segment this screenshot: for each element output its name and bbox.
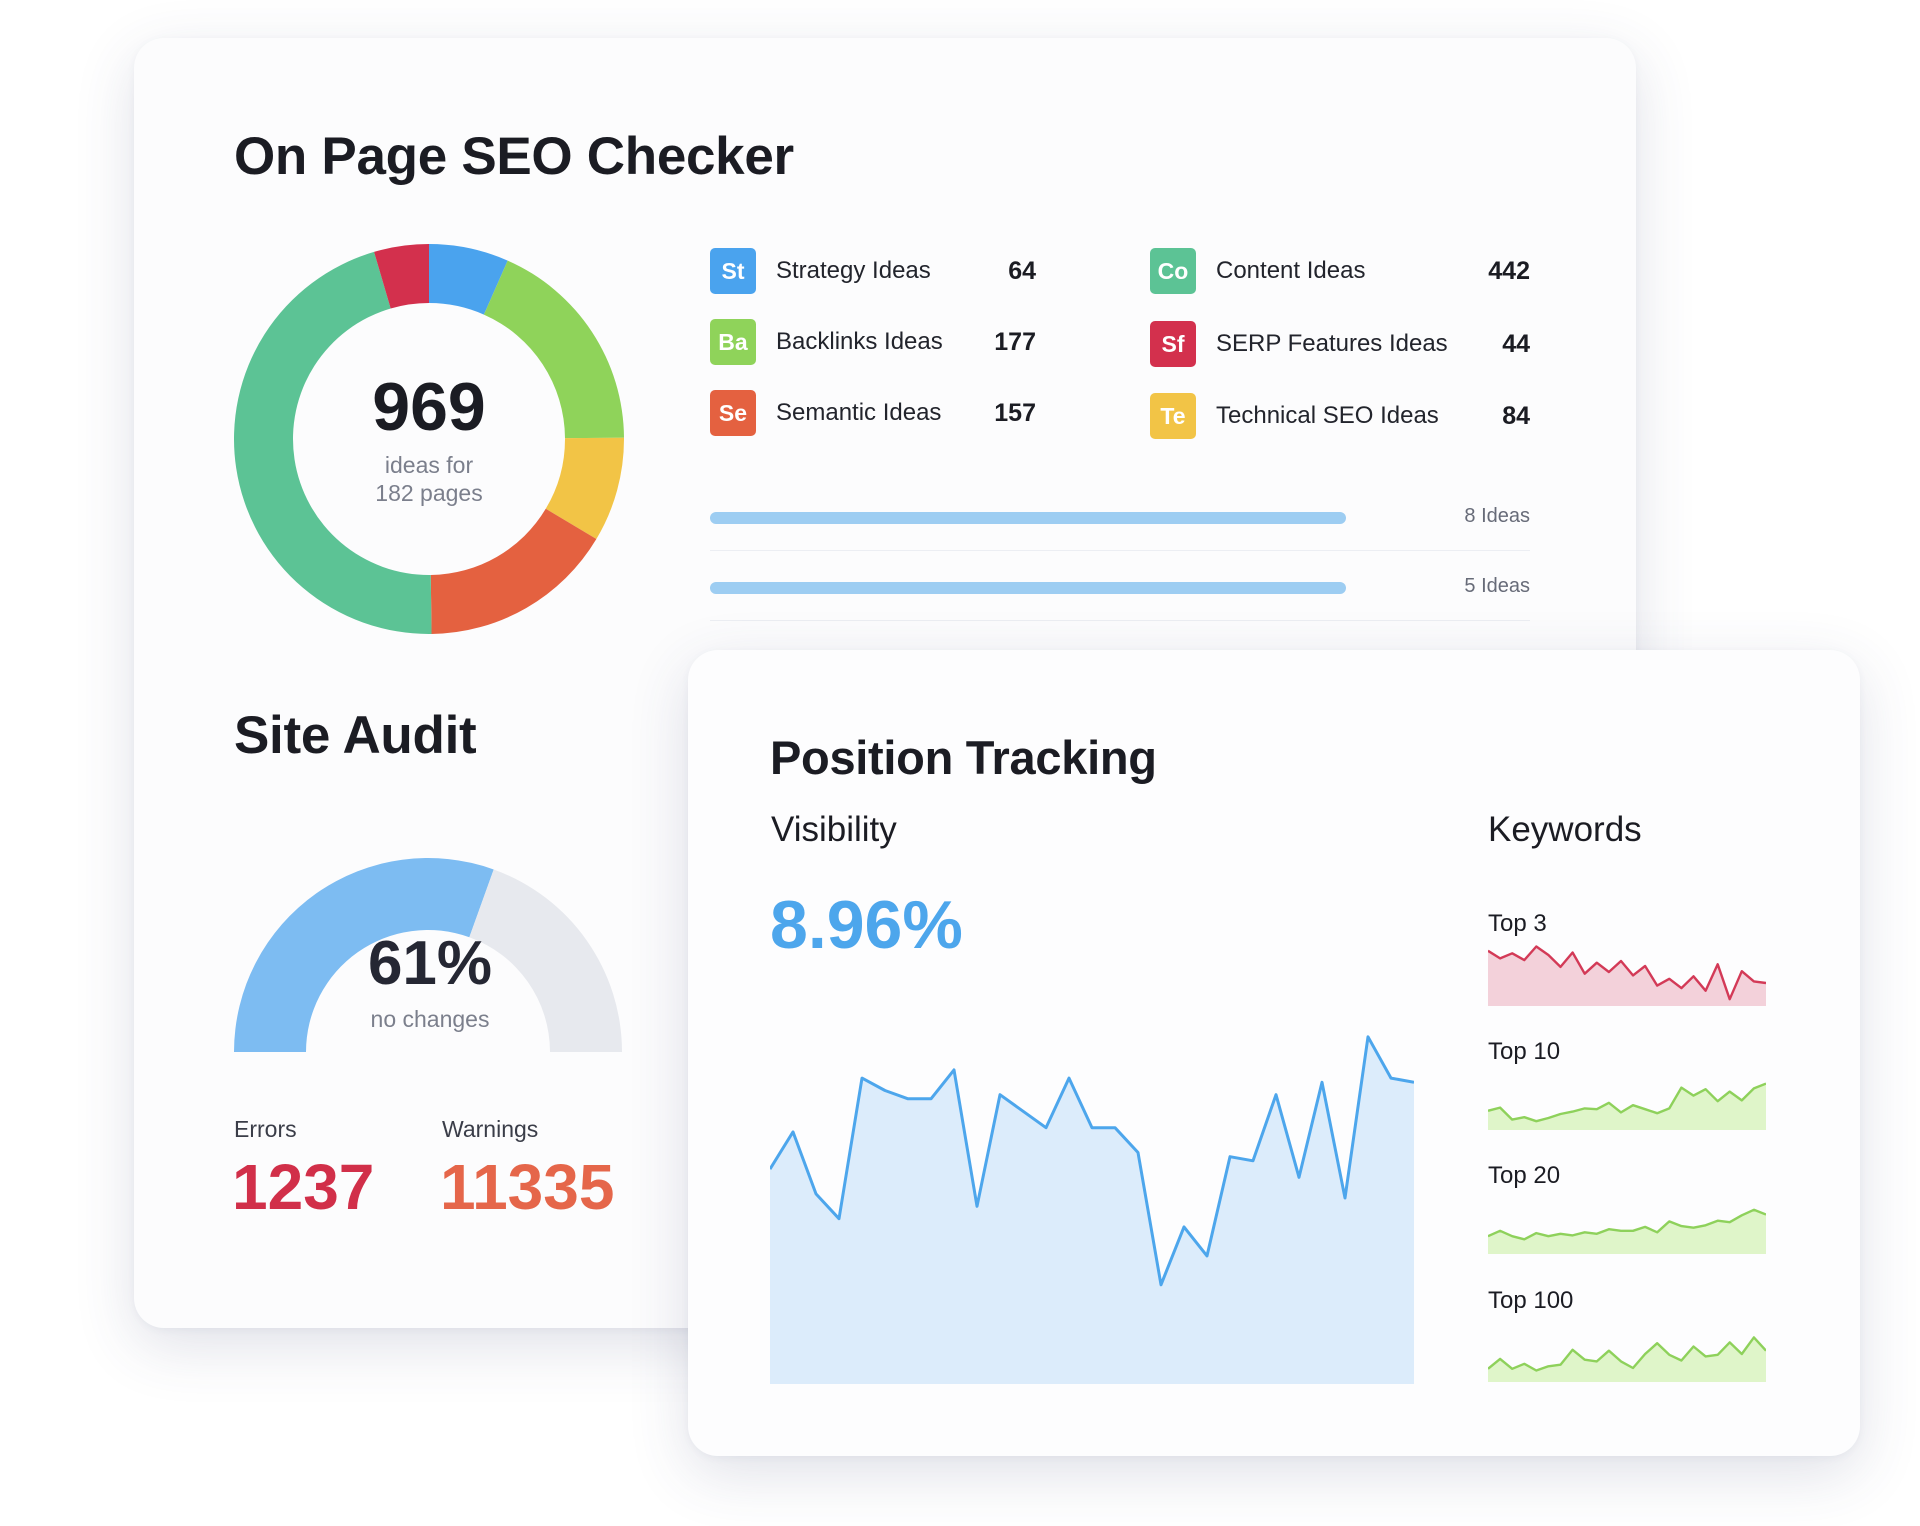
ideas-donut-chart [234, 244, 624, 634]
gauge-filled-arc [234, 857, 494, 1052]
donut-caption: ideas for 182 pages [329, 451, 529, 507]
donut-slice-backlinks-ideas[interactable] [483, 260, 624, 439]
donut-slice-content-ideas[interactable] [234, 251, 432, 634]
errors-value[interactable]: 1237 [232, 1151, 375, 1223]
visibility-value: 8.96% [770, 887, 963, 963]
ideas-bar [710, 582, 1346, 594]
ideas-bar [710, 512, 1346, 524]
sparkline-line [1488, 1208, 1766, 1241]
donut-slice-strategy-ideas[interactable] [429, 244, 508, 315]
warnings-label: Warnings [442, 1116, 539, 1142]
errors-label: Errors [234, 1116, 297, 1142]
sparkline-line [1488, 1336, 1766, 1372]
legend-label: Semantic Ideas [776, 399, 942, 426]
keyword-group-label: Top 10 [1488, 1038, 1561, 1065]
site-audit-percent: 61% [367, 929, 493, 998]
keyword-group-label: Top 20 [1488, 1162, 1561, 1189]
ideas-bar-label: 8 Ideas [1464, 505, 1530, 527]
sparkline-line [1488, 1082, 1766, 1123]
donut-slice-serp-features-ideas[interactable] [374, 244, 429, 309]
keywords-label: Keywords [1488, 810, 1642, 849]
top-10-sparkline [1488, 1082, 1766, 1130]
sparkline-area [1488, 946, 1766, 1006]
sparkline-line [1488, 945, 1766, 1001]
legend-value: 442 [1488, 257, 1530, 285]
legend-value: 157 [994, 399, 1036, 427]
site-audit-title: Site Audit [234, 706, 477, 765]
content-badge-icon: Co [1150, 248, 1196, 294]
top-3-sparkline [1488, 945, 1766, 1006]
legend-value: 84 [1502, 402, 1530, 430]
strategy-badge-icon: St [710, 248, 756, 294]
seo-checker-title: On Page SEO Checker [234, 127, 794, 186]
legend-value: 44 [1502, 330, 1530, 358]
donut-total-value: 969 [372, 369, 486, 445]
sparkline-area [1488, 1337, 1766, 1382]
visibility-line [770, 1035, 1414, 1287]
keyword-group-label: Top 3 [1488, 910, 1547, 937]
warnings-value[interactable]: 11335 [440, 1151, 615, 1223]
gauge-empty-arc [469, 869, 622, 1052]
donut-caption-line1: ideas for [384, 452, 474, 478]
donut-caption-line2: 182 pages [375, 480, 483, 506]
legend-label: Backlinks Ideas [776, 328, 943, 355]
keyword-group-label: Top 100 [1488, 1287, 1574, 1314]
top-20-sparkline [1488, 1208, 1766, 1254]
ideas-bar-row[interactable]: 5 Ideas [710, 560, 1530, 621]
semantic-badge-icon: Se [710, 390, 756, 436]
site-audit-gauge [234, 857, 622, 1052]
position-tracking-title: Position Tracking [770, 731, 1157, 784]
serp-features-badge-icon: Sf [1150, 321, 1196, 367]
technical-seo-badge-icon: Te [1150, 393, 1196, 439]
legend-label: Content Ideas [1216, 257, 1366, 284]
legend-value: 177 [994, 328, 1036, 356]
donut-slice-semantic-ideas[interactable] [430, 508, 597, 634]
legend-label: Strategy Ideas [776, 257, 931, 284]
legend-label: Technical SEO Ideas [1216, 402, 1439, 429]
legend-label: SERP Features Ideas [1216, 330, 1448, 357]
site-audit-caption: no changes [370, 1006, 490, 1032]
ideas-bar-label: 5 Ideas [1464, 575, 1530, 597]
sparkline-area [1488, 1083, 1766, 1130]
legend-value: 64 [1008, 257, 1036, 285]
ideas-bar-row[interactable]: 8 Ideas [710, 490, 1530, 551]
visibility-area-chart [770, 1035, 1414, 1384]
visibility-label: Visibility [771, 810, 897, 849]
backlinks-badge-icon: Ba [710, 319, 756, 365]
donut-slice-technical-seo-ideas[interactable] [545, 437, 624, 540]
visibility-area [770, 1036, 1414, 1384]
top-100-sparkline [1488, 1336, 1766, 1382]
